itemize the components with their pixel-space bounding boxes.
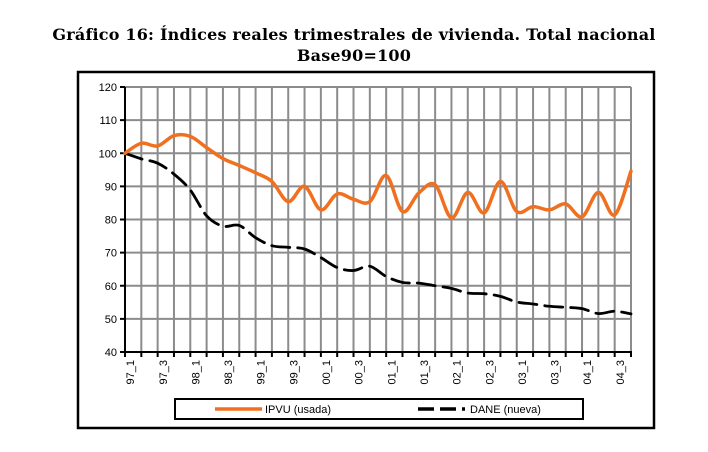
x-tick-label: 00_3 [354,360,366,384]
x-tick-label: 97_3 [158,360,170,384]
y-tick-label: 120 [99,82,117,94]
y-tick-label: 60 [105,281,117,293]
x-axis-ticks: 97_1 97_3 98_1 98_3 99_1 99_3 00_1 00_3 01_1 01_3… [124,352,632,384]
chart-subtitle: Base90=100 [296,46,412,65]
legend-dane-label: DANE (nueva) [470,404,541,416]
chart-title: Gráfico 16: Índices reales trimestrales … [52,25,656,44]
x-tick-label: 97_1 [125,360,137,384]
y-tick-label: 80 [105,215,117,227]
x-tick-label: 01_1 [386,360,398,384]
y-tick-label: 110 [99,115,117,127]
series-lines [123,132,633,316]
y-tick-label: 100 [99,148,117,160]
x-tick-label: 04_1 [582,360,594,384]
x-tick-label: 02_1 [452,360,464,384]
series-ipvu-line [123,132,633,220]
y-tick-label: 70 [105,248,117,260]
series-dane-line [123,151,633,316]
y-tick-label: 40 [105,347,117,359]
legend-box [174,398,584,420]
x-tick-label: 98_1 [190,360,202,384]
chart-frame [76,70,656,430]
horizontal-gridlines [125,86,631,320]
x-tick-label: 00_1 [321,360,333,384]
x-tick-label: 03_3 [550,360,562,384]
y-tick-label: 50 [105,314,117,326]
x-tick-label: 04_3 [615,360,627,384]
x-tick-label: 01_3 [419,360,431,384]
x-tick-label: 98_3 [223,360,235,384]
x-tick-label: 02_3 [484,360,496,384]
y-axis-ticks: 40 50 60 70 80 90 100 110 120 [99,82,125,359]
x-tick-label: 99_1 [256,360,268,384]
x-tick-label: 99_3 [288,360,300,384]
legend-ipvu-label: IPVU (usada) [265,404,331,416]
x-tick-label: 03_1 [517,360,529,384]
y-tick-label: 90 [105,181,117,193]
legend: IPVU (usada) DANE (nueva) [174,398,584,420]
